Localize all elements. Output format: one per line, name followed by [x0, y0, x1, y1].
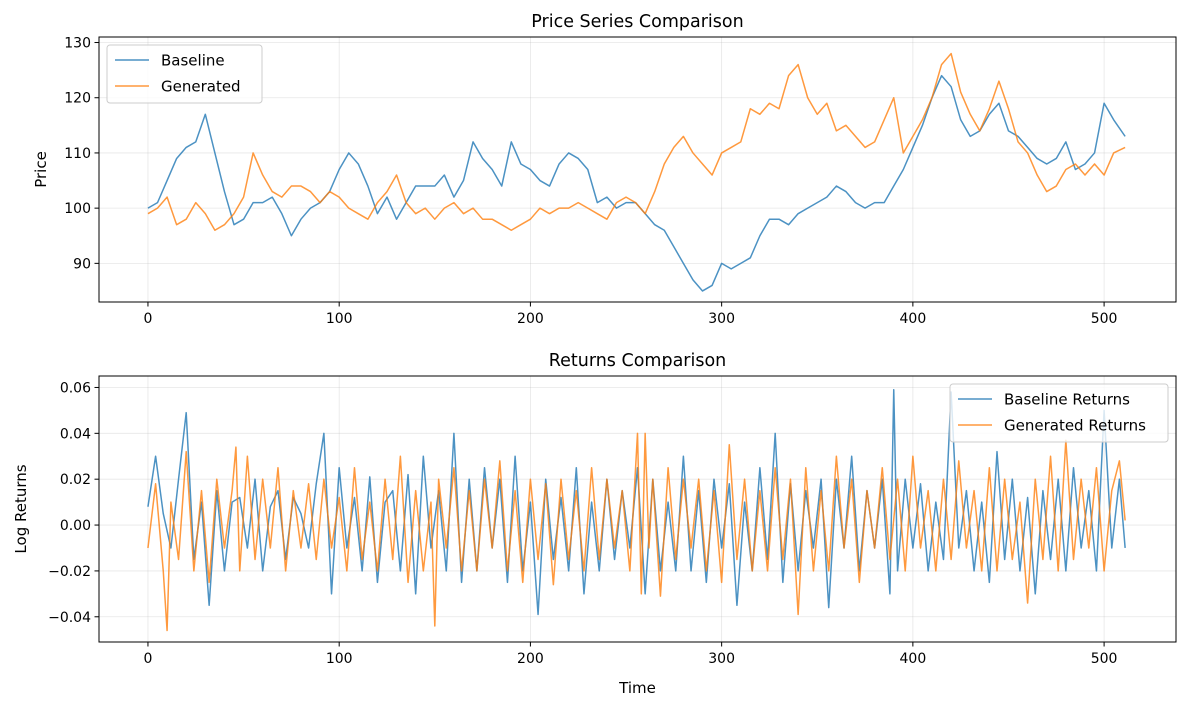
- y-tick-label: 90: [73, 256, 91, 272]
- y-axis-label: Log Returns: [12, 464, 30, 553]
- y-tick-label: 0.04: [60, 426, 91, 442]
- y-tick-label: 0.00: [60, 518, 91, 534]
- x-tick-label: 0: [143, 311, 152, 327]
- y-tick-label: −0.02: [48, 564, 91, 580]
- x-tick-label: 200: [517, 311, 544, 327]
- legend-label: Generated: [161, 78, 241, 96]
- x-tick-label: 100: [326, 311, 353, 327]
- chart-title: Price Series Comparison: [531, 12, 743, 32]
- legend: Baseline Returns Generated Returns: [949, 383, 1169, 443]
- plot-frame: [98, 375, 1177, 643]
- x-tick-label: 500: [1091, 651, 1118, 667]
- y-tick-label: 130: [64, 36, 91, 52]
- legend-label: Baseline: [161, 52, 225, 70]
- x-tick-label: 300: [708, 651, 735, 667]
- y-tick-label: 110: [64, 146, 91, 162]
- x-tick-label: 100: [326, 651, 353, 667]
- y-axis-label: Price: [32, 151, 50, 188]
- y-tick-label: 0.06: [60, 380, 91, 396]
- x-tick-label: 0: [143, 651, 152, 667]
- series-line-baseline: [147, 74, 1126, 292]
- series-line-generated: [147, 52, 1126, 231]
- x-tick-label: 400: [900, 651, 927, 667]
- y-tick-label: 120: [64, 91, 91, 107]
- x-axis-label: Time: [618, 679, 656, 697]
- y-tick-label: 100: [64, 201, 91, 217]
- plot-frame: [98, 36, 1177, 303]
- legend-label: Baseline Returns: [1004, 391, 1130, 409]
- y-tick-label: 0.02: [60, 472, 91, 488]
- chart-1: 0 100 200 300 400 500 −0.04 −0.02 0.00 0.02 0.04 0.…: [12, 351, 1177, 697]
- chart-0: 0 100 200 300 400 500 90 100 110 120 130 Price Seri…: [32, 12, 1177, 327]
- x-tick-label: 300: [708, 311, 735, 327]
- legend-label: Generated Returns: [1004, 417, 1146, 435]
- x-tick-label: 200: [517, 651, 544, 667]
- series-line-generated-returns: [147, 432, 1126, 632]
- y-tick-label: −0.04: [48, 610, 91, 626]
- chart-title: Returns Comparison: [549, 351, 727, 371]
- legend-box: [949, 383, 1169, 443]
- x-tick-label: 500: [1091, 311, 1118, 327]
- legend: Baseline Generated: [106, 44, 263, 104]
- x-tick-label: 400: [900, 311, 927, 327]
